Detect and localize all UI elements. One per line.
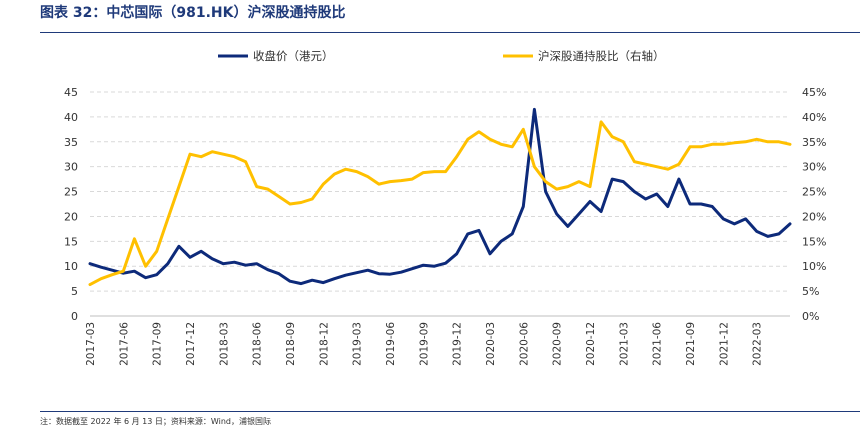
x-axis-ticks: 2017-03 2017-06 2017-09 2017-12 2018-03 2018-… [85, 322, 764, 366]
y-left-tick-label: 20 [64, 210, 78, 223]
x-tick-label: 2020-12 [585, 322, 597, 366]
x-tick-label: 2018-09 [285, 322, 297, 366]
bottom-rule [40, 411, 860, 412]
legend: 收盘价（港元） 沪深股通持股比（右轴） [218, 49, 665, 63]
y-right-tick-label: 35% [802, 136, 826, 149]
y-right-tick-label: 20% [802, 210, 826, 223]
y-right-tick-label: 40% [802, 111, 826, 124]
x-tick-label: 2017-12 [185, 322, 197, 366]
y-left-tick-label: 10 [64, 260, 78, 273]
figure-title: 图表 32：中芯国际（981.HK）沪深股通持股比 [40, 5, 346, 21]
legend-label: 收盘价（港元） [253, 49, 334, 63]
x-tick-label: 2021-09 [685, 322, 697, 366]
y-right-tick-label: 30% [802, 161, 826, 174]
top-rule [40, 32, 860, 33]
y-left-tick-label: 5 [71, 285, 78, 298]
x-tick-label: 2020-09 [552, 322, 564, 366]
y-right-tick-label: 0% [802, 310, 819, 323]
x-tick-label: 2018-06 [252, 322, 264, 366]
x-tick-label: 2019-12 [452, 322, 464, 366]
series-line-price [88, 107, 792, 286]
line-chart: 0 5 10 15 20 25 30 35 40 45 0% 5% 10% 15% 20% 25% 30% 35… [64, 49, 826, 366]
left-axis-ticks: 0 5 10 15 20 25 30 35 40 45 [64, 86, 78, 323]
x-tick-label: 2021-06 [652, 322, 664, 366]
y-left-tick-label: 30 [64, 161, 78, 174]
x-tick-label: 2021-03 [618, 322, 630, 366]
x-tick-label: 2020-03 [485, 322, 497, 366]
series-lines [88, 107, 792, 287]
y-left-tick-label: 40 [64, 111, 78, 124]
y-left-tick-label: 15 [64, 235, 78, 248]
y-right-tick-label: 25% [802, 186, 826, 199]
x-tick-label: 2018-12 [318, 322, 330, 366]
right-axis-ticks: 0% 5% 10% 15% 20% 25% 30% 35% 40% 45% [802, 86, 826, 323]
y-left-tick-label: 45 [64, 86, 78, 99]
x-tick-label: 2017-06 [118, 322, 130, 366]
x-tick-label: 2017-09 [152, 322, 164, 366]
y-right-tick-label: 15% [802, 235, 826, 248]
x-tick-label: 2018-03 [218, 322, 230, 366]
series-line-holding [88, 120, 792, 287]
x-tick-label: 2019-09 [418, 322, 430, 366]
legend-label: 沪深股通持股比（右轴） [538, 49, 665, 63]
figure-note: 注：数据截至 2022 年 6 月 13 日；资料来源：Wind，浦银国际 [40, 417, 271, 426]
y-left-tick-label: 25 [64, 186, 78, 199]
y-left-tick-label: 0 [71, 310, 78, 323]
x-tick-label: 2021-12 [718, 322, 730, 366]
x-tick-label: 2020-06 [518, 322, 530, 366]
y-right-tick-label: 10% [802, 260, 826, 273]
x-tick-label: 2017-03 [85, 322, 97, 366]
x-tick-label: 2019-03 [352, 322, 364, 366]
y-right-tick-label: 5% [802, 285, 819, 298]
y-right-tick-label: 45% [802, 86, 826, 99]
x-tick-label: 2019-06 [385, 322, 397, 366]
x-tick-label: 2022-03 [752, 322, 764, 366]
y-left-tick-label: 35 [64, 136, 78, 149]
